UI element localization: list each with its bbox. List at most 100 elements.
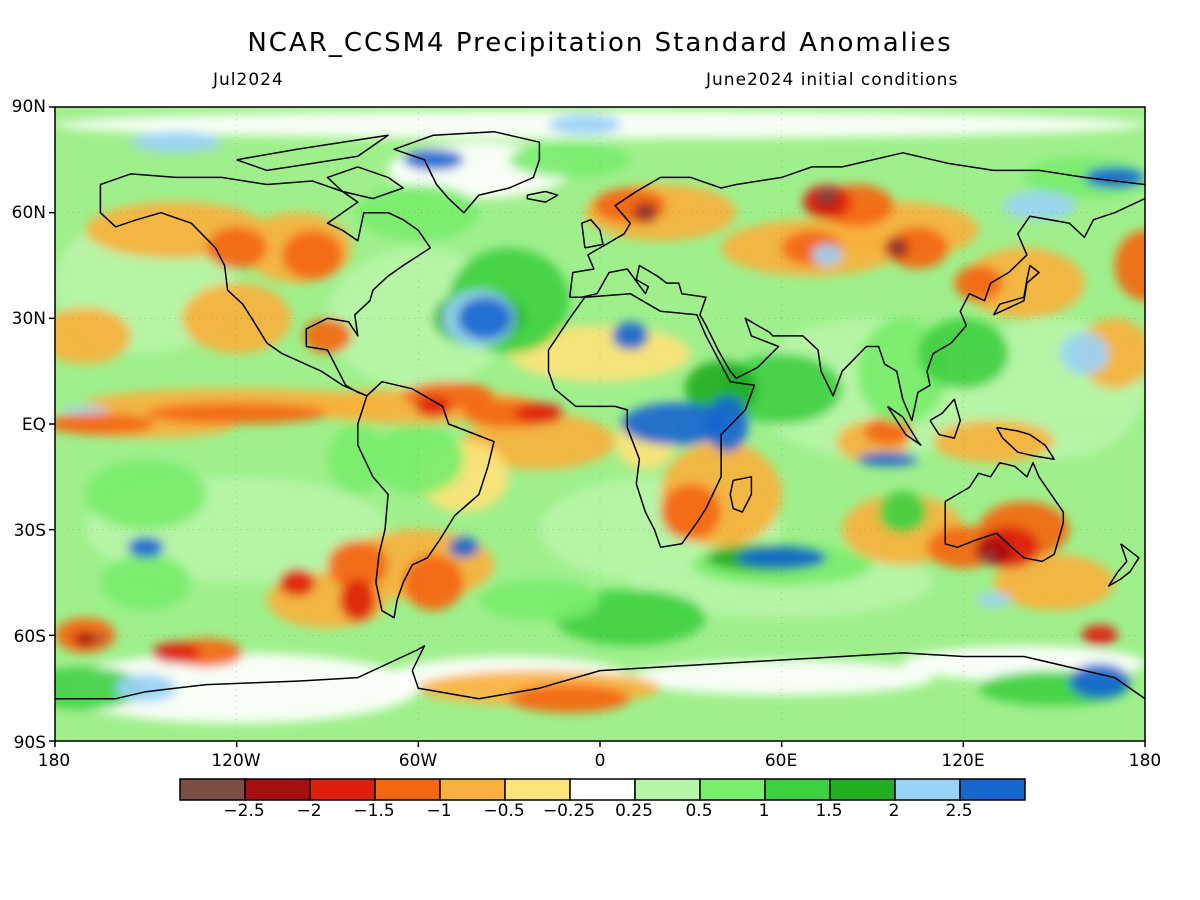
anomaly-patch xyxy=(975,593,1012,608)
colorbar-swatch xyxy=(959,778,1026,801)
anomaly-patch xyxy=(463,413,616,470)
colorbar-swatch xyxy=(829,778,896,801)
anomaly-patch xyxy=(94,635,107,643)
anomaly-patch xyxy=(963,247,1085,319)
anomaly-patch xyxy=(890,242,903,254)
anomaly-patch xyxy=(975,536,1012,565)
coastline xyxy=(326,166,404,200)
anomaly-patch xyxy=(403,554,464,611)
anomaly-patch xyxy=(811,244,843,266)
anomaly-patch xyxy=(887,226,949,270)
anomaly-patch xyxy=(660,483,722,541)
colorbar-label: −0.25 xyxy=(542,801,596,821)
lon-label-0: 0 xyxy=(594,751,606,771)
anomaly-patch xyxy=(478,578,600,622)
coastline xyxy=(729,476,753,513)
colorbar-swatch xyxy=(634,778,701,801)
lon-label-60e: 60E xyxy=(764,751,798,771)
colorbar-swatch xyxy=(309,778,376,801)
anomaly-patch xyxy=(415,395,452,417)
coastline xyxy=(547,292,756,549)
anomaly-patch xyxy=(548,114,622,136)
colorbar-label: −0.5 xyxy=(483,801,525,821)
colorbar-swatch xyxy=(569,778,636,801)
colorbar-label: 2.5 xyxy=(945,801,973,821)
anomaly-patch xyxy=(55,413,155,435)
anomaly-patch xyxy=(1114,230,1145,301)
anomaly-patch xyxy=(1069,663,1130,699)
anomaly-patch xyxy=(130,131,222,153)
anomaly-patch xyxy=(327,540,389,590)
coastline xyxy=(929,398,962,439)
coastline xyxy=(393,130,541,214)
colorbar-swatch xyxy=(699,778,766,801)
anomaly-patch xyxy=(127,536,164,558)
anomaly-patch xyxy=(1084,166,1145,189)
anomaly-patch xyxy=(182,283,292,354)
colorbar-swatch xyxy=(374,778,441,801)
lon-label-180w: 180 xyxy=(37,751,71,771)
colorbar-label: 0.5 xyxy=(685,801,713,821)
colorbar-label: 0.25 xyxy=(615,801,653,821)
colorbar-swatch xyxy=(179,778,246,801)
map-title: NCAR_CCSM4 Precipitation Standard Anomal… xyxy=(247,28,953,58)
anomaly-patch xyxy=(612,321,649,351)
anomaly-patch xyxy=(403,149,464,171)
anomaly-patch xyxy=(639,207,652,218)
anomaly-patch xyxy=(509,684,631,713)
anomaly-patch xyxy=(372,424,464,495)
lon-label-120e: 120E xyxy=(941,751,985,771)
anomaly-patch xyxy=(818,188,837,203)
anomaly-patch xyxy=(339,578,376,622)
anomaly-patch xyxy=(621,402,731,446)
valid-month-label: Jul2024 xyxy=(213,70,284,90)
anomaly-patch xyxy=(303,318,352,354)
anomaly-patch xyxy=(457,297,513,340)
anomaly-patch xyxy=(282,230,343,280)
anomaly-patch xyxy=(857,452,918,467)
anomaly-patch xyxy=(279,568,316,597)
anomaly-patch xyxy=(1002,191,1076,220)
anomaly-patch xyxy=(448,536,479,558)
coastline xyxy=(995,426,1055,460)
colorbar-swatch xyxy=(894,778,961,801)
colorbar-label: −2.5 xyxy=(223,801,265,821)
colorbar-swatch xyxy=(764,778,831,801)
anomaly-patch xyxy=(981,552,994,564)
anomaly-patch xyxy=(55,652,419,724)
coastline xyxy=(569,197,1145,422)
anomaly-patch xyxy=(85,459,207,530)
colorbar-label: −1 xyxy=(426,801,452,821)
coastline xyxy=(886,405,922,446)
anomaly-patch xyxy=(515,402,564,424)
colorbar-label: −1.5 xyxy=(353,801,395,821)
coastline xyxy=(526,190,559,203)
anomaly-patch xyxy=(878,490,927,534)
anomaly-patch xyxy=(55,307,131,365)
lon-label-120w: 120W xyxy=(211,751,261,771)
coastline xyxy=(581,218,604,249)
colorbar-swatch xyxy=(439,778,506,801)
colorbar-swatch xyxy=(244,778,311,801)
lat-label-30s: 30S xyxy=(13,521,46,541)
lon-label-180e: 180 xyxy=(1128,751,1162,771)
colorbar-label: 2 xyxy=(888,801,900,821)
lat-label-90n: 90N xyxy=(11,97,46,117)
lat-label-30n: 30N xyxy=(11,309,46,329)
colorbar-label: 1.5 xyxy=(815,801,843,821)
anomaly-patch xyxy=(115,674,177,703)
initial-conditions-label: June2024 initial conditions xyxy=(706,70,959,90)
anomaly-patch xyxy=(61,406,110,414)
lat-label-eq: EQ xyxy=(21,415,46,435)
coastline xyxy=(992,264,1040,316)
anomaly-patch xyxy=(993,554,1115,611)
coastline xyxy=(1107,543,1140,587)
lon-label-60w: 60W xyxy=(398,751,438,771)
anomaly-patch xyxy=(1060,332,1109,375)
coastline xyxy=(55,645,1145,700)
coastline xyxy=(357,380,495,619)
lat-label-60n: 60N xyxy=(11,203,46,223)
anomaly-patch xyxy=(100,554,192,611)
map-frame xyxy=(54,106,1146,742)
